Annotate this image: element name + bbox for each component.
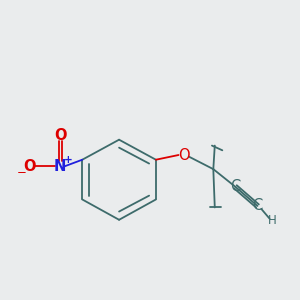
Text: C: C — [252, 198, 262, 213]
Text: H: H — [268, 214, 277, 227]
Text: N: N — [54, 159, 66, 174]
Text: +: + — [64, 155, 73, 165]
Text: C: C — [230, 179, 241, 194]
Text: −: − — [17, 166, 27, 179]
Text: O: O — [54, 128, 66, 143]
Text: O: O — [23, 159, 35, 174]
Text: O: O — [178, 148, 190, 164]
